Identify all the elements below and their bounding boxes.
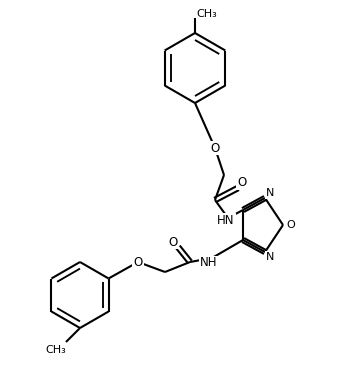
Text: O: O: [287, 220, 295, 230]
Text: O: O: [210, 142, 220, 155]
Text: O: O: [237, 177, 247, 189]
Text: NH: NH: [200, 257, 218, 269]
Text: O: O: [133, 255, 143, 269]
Text: HN: HN: [217, 214, 235, 226]
Text: CH₃: CH₃: [46, 345, 67, 355]
Text: CH₃: CH₃: [197, 9, 218, 19]
Text: O: O: [168, 236, 178, 248]
Text: N: N: [266, 188, 274, 198]
Text: N: N: [266, 252, 274, 262]
